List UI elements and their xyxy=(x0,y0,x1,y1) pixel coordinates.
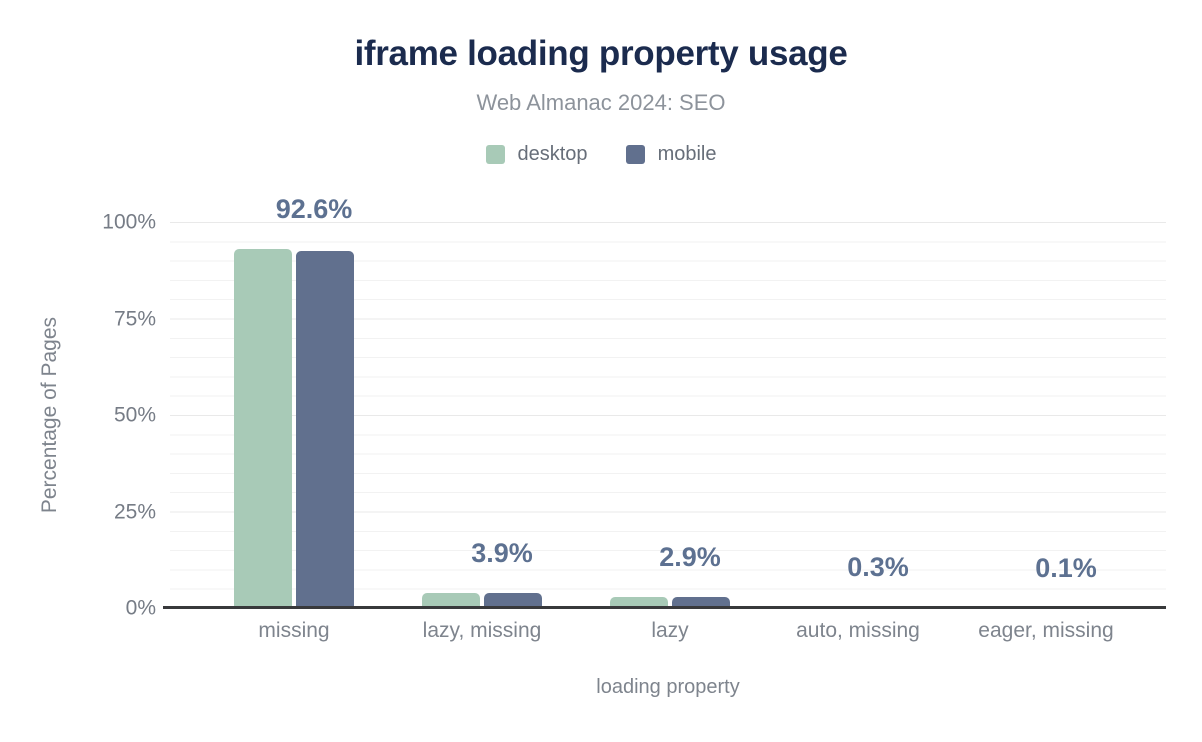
x-axis-title: loading property xyxy=(596,676,740,698)
y-tick-label-50: 50% xyxy=(113,403,156,427)
legend-item-mobile[interactable]: mobile xyxy=(625,143,717,166)
x-tick-label-lazy-missing: lazy, missing xyxy=(422,619,542,642)
legend-label-desktop: desktop xyxy=(517,143,588,165)
legend: desktop mobile xyxy=(0,143,1202,166)
y-tick-label-0: 0% xyxy=(125,596,156,620)
desktop-bar-lazy-missing[interactable] xyxy=(422,592,480,608)
legend-item-desktop[interactable]: desktop xyxy=(485,143,588,166)
mobile-bar-missing[interactable] xyxy=(296,250,354,608)
y-tick-label-25: 25% xyxy=(113,500,156,523)
value-label-lazy: 2.9% xyxy=(659,541,721,572)
desktop-bar-missing[interactable] xyxy=(234,249,292,608)
y-axis-tick-labels: 0% 25% 50% 75% 100% xyxy=(0,212,156,619)
y-tick-label-100: 100% xyxy=(102,210,156,234)
desktop-swatch-icon xyxy=(485,145,505,164)
bar-pair xyxy=(234,222,354,608)
value-label-missing: 92.6% xyxy=(275,194,353,225)
bar-pair xyxy=(422,222,542,608)
x-tick-label-eager-missing: eager, missing xyxy=(978,619,1114,642)
mobile-swatch-icon xyxy=(625,145,645,164)
x-tick-label-lazy: lazy xyxy=(651,619,689,642)
chart-subtitle: Web Almanac 2024: SEO xyxy=(476,90,726,115)
mobile-bar-lazy-missing[interactable] xyxy=(484,592,542,608)
bar-group-auto-missing: 0.3% xyxy=(764,222,952,608)
bar-group-eager-missing: 0.1% xyxy=(952,222,1140,608)
bars-row: 92.6% 3.9% 2.9% 0.3% 0.1% xyxy=(170,196,1166,608)
y-tick-label-75: 75% xyxy=(113,307,156,330)
mobile-bar-lazy[interactable] xyxy=(672,596,730,608)
bar-pair xyxy=(798,222,918,608)
x-tick-label-missing: missing xyxy=(258,619,330,642)
value-label-eager-missing: 0.1% xyxy=(1035,552,1097,583)
bar-group-lazy: 2.9% xyxy=(576,222,764,608)
x-tick-label-auto-missing: auto, missing xyxy=(796,619,920,642)
bar-pair xyxy=(610,222,730,608)
x-axis-line xyxy=(163,606,1166,609)
x-axis-category-labels: missing lazy, missing lazy auto, missing eag… xyxy=(170,619,1166,643)
legend-label-mobile: mobile xyxy=(657,143,717,165)
bar-group-lazy-missing: 3.9% xyxy=(388,222,576,608)
value-label-auto-missing: 0.3% xyxy=(847,551,909,582)
desktop-bar-lazy[interactable] xyxy=(610,596,668,608)
bar-pair xyxy=(986,222,1106,608)
bar-group-missing: 92.6% xyxy=(200,196,388,608)
plot-area: 92.6% 3.9% 2.9% 0.3% 0.1% missing lazy, missi… xyxy=(163,196,1166,642)
value-label-lazy-missing: 3.9% xyxy=(471,537,533,568)
chart-title: iframe loading property usage xyxy=(354,34,848,73)
